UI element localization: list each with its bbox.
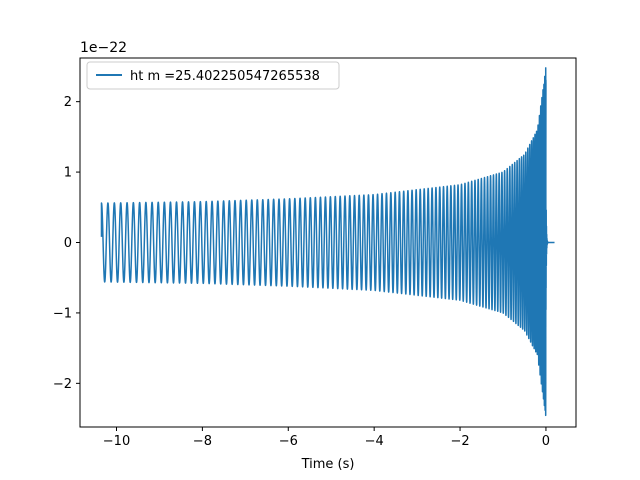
plot-layer xyxy=(100,67,555,417)
x-tick-label: 0 xyxy=(542,434,550,449)
y-offset-label: 1e−22 xyxy=(80,40,127,56)
x-axis-label: Time (s) xyxy=(301,457,355,472)
x-tick-label: −4 xyxy=(365,434,384,449)
x-tick-label: −2 xyxy=(450,434,469,449)
y-tick-label: 2 xyxy=(64,95,72,110)
legend: ht m =25.402250547265538 xyxy=(86,61,340,90)
legend-frame xyxy=(86,61,340,90)
legend-entry-label: ht m =25.402250547265538 xyxy=(130,69,320,84)
x-tick-label: −10 xyxy=(103,434,130,449)
x-tick-label: −8 xyxy=(193,434,212,449)
y-tick-label: 0 xyxy=(64,236,72,251)
y-tick-label: −1 xyxy=(53,306,72,321)
series-line xyxy=(100,67,555,417)
y-tick-label: 1 xyxy=(64,166,72,181)
y-tick-label: −2 xyxy=(53,377,72,392)
x-tick-label: −6 xyxy=(279,434,298,449)
